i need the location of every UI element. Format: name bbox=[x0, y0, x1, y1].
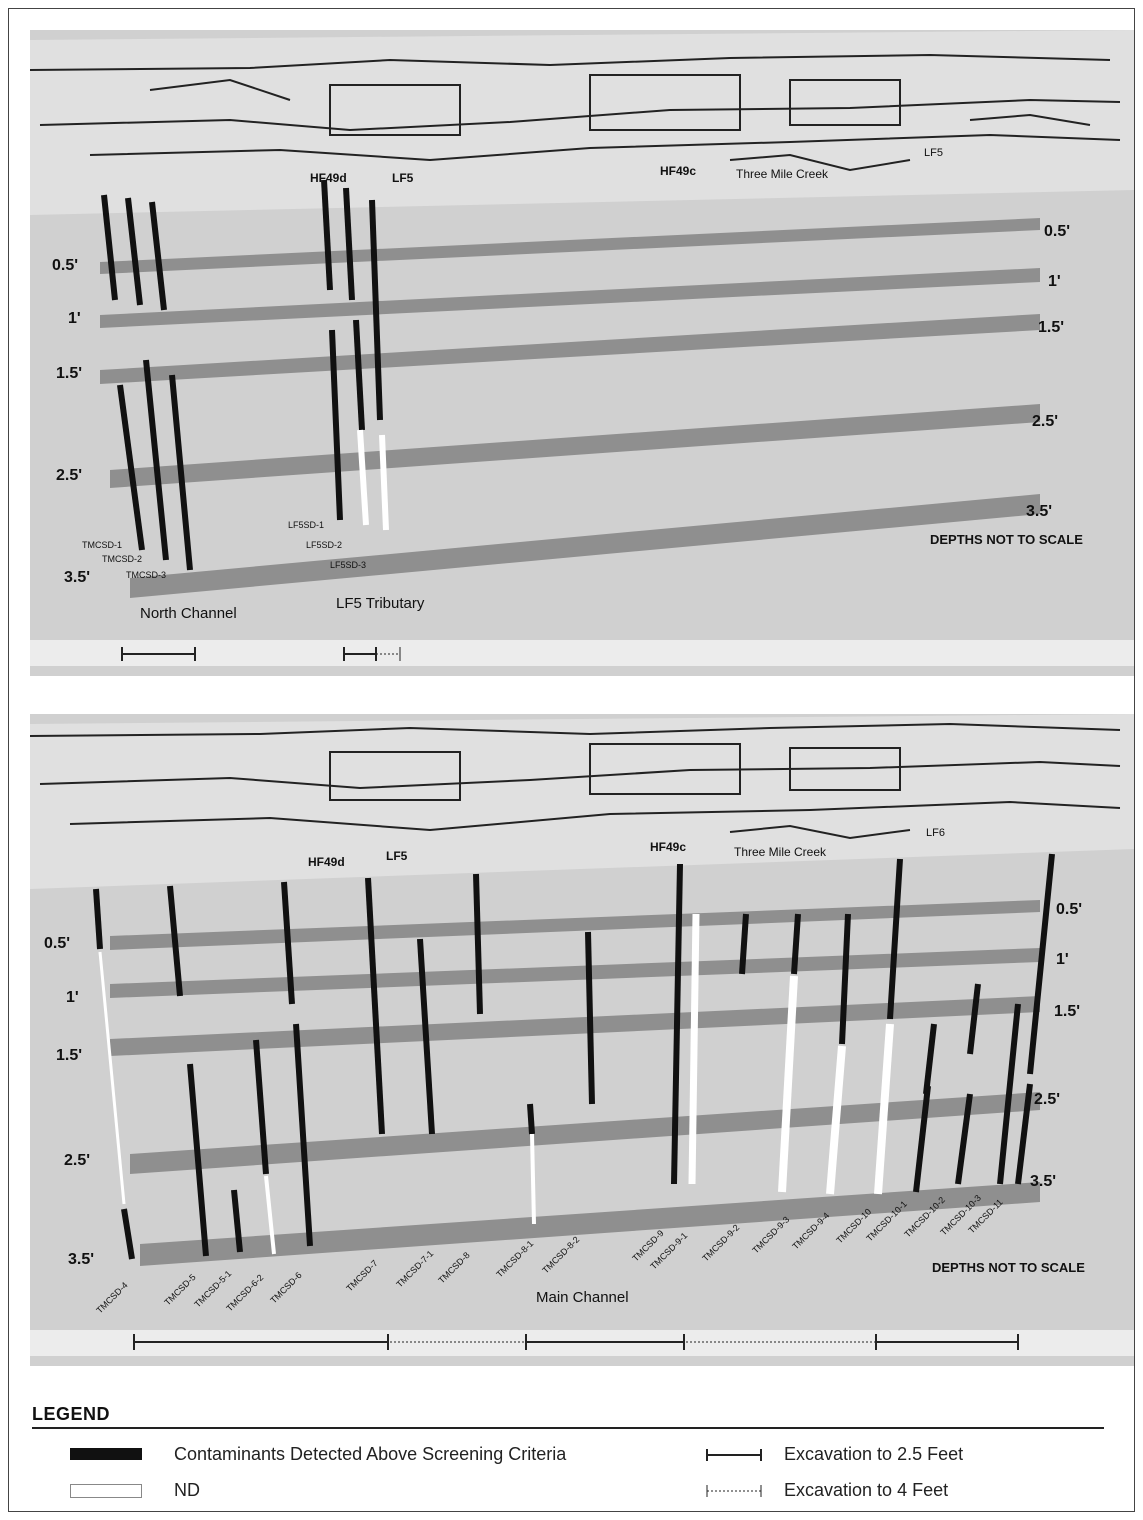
sample-lf5sd-1: LF5SD-1 bbox=[288, 520, 324, 530]
map-label-hf49c: HF49c bbox=[660, 164, 696, 178]
depth-right-35: 3.5' bbox=[1030, 1173, 1056, 1190]
excavation-bars bbox=[121, 647, 401, 661]
depth-right-15: 1.5' bbox=[1038, 319, 1064, 336]
depth-layers bbox=[110, 900, 1040, 1266]
depth-right-1: 1' bbox=[1048, 273, 1061, 290]
depth-right-25: 2.5' bbox=[1032, 413, 1058, 430]
map-label-hf49c: HF49c bbox=[650, 840, 686, 854]
depth-left-35: 3.5' bbox=[68, 1251, 94, 1268]
north-channel-diagram: HF49d LF5 HF49c Three Mile Creek LF5 0.5… bbox=[30, 30, 1134, 676]
sample-lf5sd-3: LF5SD-3 bbox=[330, 560, 366, 570]
main-channel-diagram: HF49d LF5 HF49c Three Mile Creek LF6 0.5… bbox=[30, 714, 1134, 1366]
map-label-hf49d: HF49d bbox=[308, 855, 345, 869]
depth-left-05: 0.5' bbox=[52, 257, 78, 274]
sample-columns bbox=[101, 179, 389, 571]
depth-right-1: 1' bbox=[1056, 951, 1069, 968]
contaminant-swatch bbox=[70, 1448, 142, 1460]
depth-left-35: 3.5' bbox=[64, 569, 90, 586]
map-label-lf5: LF5 bbox=[386, 849, 408, 863]
map-label-lf6: LF6 bbox=[926, 827, 945, 839]
channel-label-north: North Channel bbox=[140, 605, 237, 622]
legend-divider bbox=[32, 1427, 1104, 1429]
depth-right-35: 3.5' bbox=[1026, 503, 1052, 520]
map-label-creek: Three Mile Creek bbox=[736, 167, 829, 181]
depth-right-25: 2.5' bbox=[1034, 1091, 1060, 1108]
depth-left-05: 0.5' bbox=[44, 935, 70, 952]
map-label-creek: Three Mile Creek bbox=[734, 845, 827, 859]
map-label-hf49d: HF49d bbox=[310, 171, 347, 185]
sample-columns bbox=[93, 853, 1055, 1260]
depth-right-05: 0.5' bbox=[1056, 901, 1082, 918]
depth-left-15: 1.5' bbox=[56, 1047, 82, 1064]
main-channel-panel: HF49d LF5 HF49c Three Mile Creek LF6 0.5… bbox=[30, 714, 1134, 1366]
site-map-linework bbox=[30, 722, 1121, 840]
legend-nd: ND bbox=[174, 1480, 200, 1500]
map-label-lf5: LF5 bbox=[392, 171, 414, 185]
sample-tmcsd-2: TMCSD-2 bbox=[102, 554, 142, 564]
legend-contaminants: Contaminants Detected Above Screening Cr… bbox=[174, 1444, 567, 1464]
depths-note: DEPTHS NOT TO SCALE bbox=[930, 532, 1083, 547]
legend-exc4: Excavation to 4 Feet bbox=[784, 1480, 949, 1500]
depth-right-15: 1.5' bbox=[1054, 1003, 1080, 1020]
legend-exc25: Excavation to 2.5 Feet bbox=[784, 1444, 964, 1464]
map-label-lf5-east: LF5 bbox=[924, 147, 943, 159]
sample-lf5sd-2: LF5SD-2 bbox=[306, 540, 342, 550]
site-map-linework bbox=[30, 53, 1121, 172]
excavation-bars bbox=[133, 1334, 1019, 1350]
sample-tmcsd-3: TMCSD-3 bbox=[126, 570, 166, 580]
depth-left-15: 1.5' bbox=[56, 365, 82, 382]
sample-tmcsd-1: TMCSD-1 bbox=[82, 540, 122, 550]
legend-title: LEGEND bbox=[32, 1404, 111, 1424]
channel-label-main: Main Channel bbox=[536, 1289, 629, 1306]
depth-left-25: 2.5' bbox=[64, 1152, 90, 1169]
depth-right-05: 0.5' bbox=[1044, 223, 1070, 240]
nd-swatch bbox=[70, 1484, 142, 1498]
excavation-25-swatch bbox=[706, 1449, 762, 1461]
excavation-4-swatch bbox=[706, 1485, 762, 1497]
depths-note: DEPTHS NOT TO SCALE bbox=[932, 1260, 1085, 1275]
north-channel-panel: HF49d LF5 HF49c Three Mile Creek LF5 0.5… bbox=[30, 30, 1134, 676]
depth-left-1: 1' bbox=[66, 989, 79, 1006]
channel-label-lf5: LF5 Tributary bbox=[336, 595, 425, 612]
depth-left-1: 1' bbox=[68, 310, 81, 327]
depth-left-25: 2.5' bbox=[56, 467, 82, 484]
